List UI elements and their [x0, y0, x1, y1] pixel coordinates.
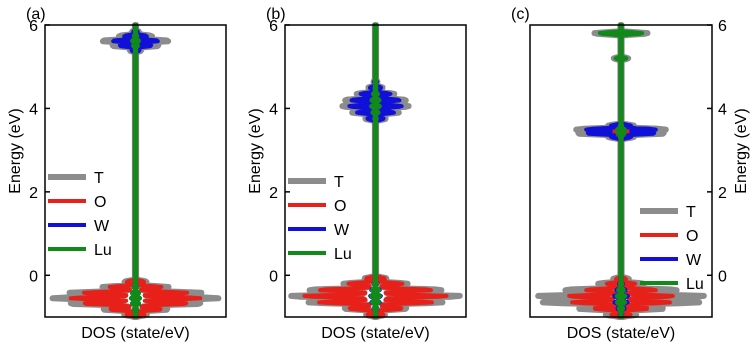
- legend-label-o: O: [94, 194, 106, 211]
- plot-frame: [44, 24, 227, 318]
- y-axis-label: Energy (eV): [247, 108, 264, 193]
- legend-label-w: W: [334, 222, 350, 239]
- x-axis-label: DOS (state/eV): [321, 325, 429, 342]
- y-tick-label: 4: [29, 101, 38, 118]
- legend-label-lu: Lu: [334, 246, 352, 263]
- y-tick-label: 0: [269, 268, 278, 285]
- legend-label-lu: Lu: [686, 276, 704, 293]
- legend: TOW Lu: [48, 170, 112, 259]
- y-tick-label: 4: [269, 101, 278, 118]
- panel-1: 0 2 4 6 Energy (eV) DOS (state/eV) (a) TOW Lu: [7, 6, 227, 342]
- panel-label: (c): [511, 6, 530, 23]
- x-axis-label: DOS (state/eV): [567, 325, 675, 342]
- y-axis-label: Energy (eV): [7, 108, 24, 193]
- panel-3: 0 2 4 6 Energy (eV) DOS (state/eV) (c) TOW Lu: [511, 6, 750, 342]
- y-tick-label: 2: [718, 185, 727, 202]
- panel-label: (b): [266, 6, 286, 23]
- y-tick-label: 2: [29, 185, 38, 202]
- y-tick-label: 2: [269, 185, 278, 202]
- y-tick-label: 6: [29, 18, 38, 35]
- plot-frame: [529, 24, 713, 318]
- panel-2: 0 2 4 6 Energy (eV) DOS (state/eV) (b) TOW Lu: [247, 6, 467, 342]
- legend-label-o: O: [686, 228, 698, 245]
- x-axis-label: DOS (state/eV): [81, 325, 189, 342]
- y-tick-label: 6: [718, 18, 727, 35]
- legend: TOW Lu: [640, 204, 704, 293]
- legend-label-t: T: [334, 174, 344, 191]
- y-tick-label: 6: [269, 18, 278, 35]
- legend-label-w: W: [94, 218, 110, 235]
- legend-label-o: O: [334, 198, 346, 215]
- legend-label-w: W: [686, 252, 702, 269]
- legend-label-lu: Lu: [94, 242, 112, 259]
- plot-frame: [284, 24, 467, 318]
- y-tick-label: 0: [29, 268, 38, 285]
- y-axis-label: Energy (eV): [733, 108, 750, 193]
- legend: TOW Lu: [288, 174, 352, 263]
- y-tick-label: 4: [718, 101, 727, 118]
- panel-label: (a): [26, 6, 46, 23]
- legend-label-t: T: [94, 170, 104, 187]
- y-tick-label: 0: [718, 268, 727, 285]
- legend-label-t: T: [686, 204, 696, 221]
